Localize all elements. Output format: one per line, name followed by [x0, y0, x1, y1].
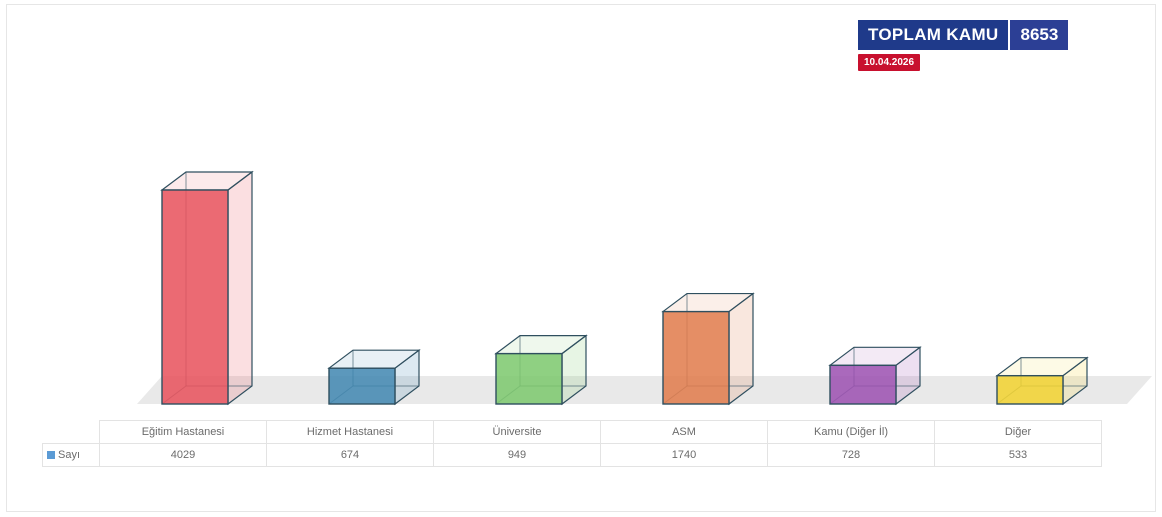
table-header-row: Eğitim Hastanesi Hizmet Hastanesi Üniver…	[42, 420, 1102, 444]
date-badge: 10.04.2026	[858, 54, 921, 71]
data-table: Eğitim Hastanesi Hizmet Hastanesi Üniver…	[42, 420, 1102, 467]
table-cell-value: 674	[266, 443, 434, 467]
legend-sayi: Sayı	[42, 443, 100, 467]
table-cell-value: 1740	[600, 443, 768, 467]
bar	[161, 189, 229, 405]
table-category: Kamu (Diğer İl)	[767, 420, 935, 444]
table-cell-value: 728	[767, 443, 935, 467]
bar-side	[227, 170, 253, 406]
table-row: Sayı 4029 674 949 1740 728 533	[42, 443, 1102, 467]
table-category: Eğitim Hastanesi	[99, 420, 267, 444]
table-category: Hizmet Hastanesi	[266, 420, 434, 444]
bar	[495, 352, 563, 405]
table-stub	[42, 420, 100, 444]
table-category: Diğer	[934, 420, 1102, 444]
bar	[328, 367, 396, 405]
total-kamu-box: TOPLAM KAMU 8653	[858, 20, 1069, 50]
table-cell-value: 533	[934, 443, 1102, 467]
bar	[829, 364, 897, 405]
bar	[996, 374, 1064, 405]
total-kamu-label: TOPLAM KAMU	[858, 20, 1009, 50]
table-cell-value: 949	[433, 443, 601, 467]
bar-side	[728, 292, 754, 406]
table-category: ASM	[600, 420, 768, 444]
table-category: Üniversite	[433, 420, 601, 444]
bar	[662, 310, 730, 405]
legend-label: Sayı	[58, 449, 81, 461]
total-kamu-value: 8653	[1008, 20, 1069, 50]
legend-swatch-icon	[47, 451, 55, 460]
table-cell-value: 4029	[99, 443, 267, 467]
